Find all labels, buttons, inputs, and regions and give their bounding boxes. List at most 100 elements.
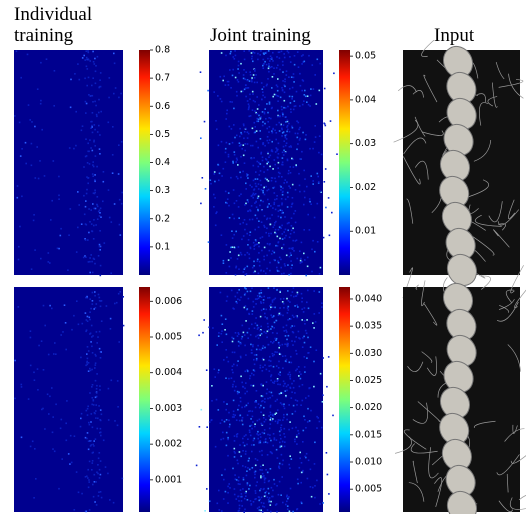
heat-speck [87,405,89,408]
heat-speck [200,408,203,411]
heat-speck [316,58,319,61]
heat-speck [233,246,235,249]
heat-speck [200,202,202,205]
heat-speck [251,109,254,111]
heat-speck [268,139,271,141]
rope-twist [443,123,474,157]
heat-speck [236,134,238,137]
heat-speck [280,216,282,219]
heat-speck [244,254,246,256]
heat-speck [307,352,309,354]
heat-speck [94,379,97,382]
heat-speck [293,212,295,215]
heat-speck [240,193,242,195]
heat-speck [206,426,208,428]
heat-speck [283,407,286,410]
heat-speck [70,461,73,464]
heat-speck [214,180,216,183]
heat-speck [294,221,297,224]
heat-speck [286,307,289,309]
heat-speck [322,236,325,239]
heat-speck [117,292,120,295]
heat-speck [292,239,294,242]
heat-speck [261,475,264,478]
heat-speck [267,151,269,154]
heat-speck [246,265,249,268]
heat-speck [300,471,303,474]
heat-speck [84,223,87,225]
heat-speck [264,401,266,403]
heat-speck [224,490,227,493]
heat-speck [307,395,310,397]
heat-speck [99,419,102,422]
heat-speck [266,189,268,192]
heat-speck [257,209,259,212]
heat-speck [269,55,272,58]
heat-speck [69,463,71,465]
heat-speck [314,496,316,499]
heat-speck [225,300,228,302]
heat-speck [288,76,290,78]
heat-speck [257,434,260,436]
heat-speck [295,436,298,438]
heat-speck [289,61,292,63]
heat-speck [86,361,88,364]
heat-speck [263,186,265,189]
heat-speck [217,409,220,411]
heat-speck [19,155,22,157]
heat-speck [276,351,278,353]
heat-speck [252,271,255,274]
heat-speck [314,74,316,76]
heat-speck [93,139,95,142]
heat-speck [291,264,293,266]
heat-speck [289,375,291,378]
heat-speck [249,231,252,233]
heat-speck [281,212,283,214]
heat-speck [85,223,88,226]
heat-speck [98,85,101,88]
heat-speck [243,334,246,336]
heat-speck [236,435,238,438]
heat-speck [94,189,96,191]
heat-speck [269,60,271,62]
heat-speck [49,262,51,264]
heat-speck [97,464,99,466]
heat-speck [247,87,250,89]
heat-speck [294,399,297,401]
heat-speck [323,87,326,90]
heat-speck [277,51,280,54]
heat-speck [293,100,296,102]
heat-speck [38,344,40,347]
heat-speck [322,502,324,504]
heat-speck [20,386,23,388]
heat-speck [290,260,292,262]
heat-speck [242,144,245,146]
heat-speck [118,198,121,201]
heat-speck [284,151,287,154]
heat-speck [259,334,261,337]
heat-speck [273,327,275,329]
heat-speck [281,194,284,196]
heat-speck [319,503,321,505]
heat-speck [254,228,256,231]
heat-speck [73,314,75,317]
heat-speck [95,404,97,406]
heat-speck [248,105,250,107]
heat-speck [272,365,275,368]
heat-speck [235,433,238,436]
heat-speck [303,366,306,368]
heat-speck [296,400,299,402]
heat-speck [258,442,260,444]
fiber [509,497,526,510]
heat-speck [327,356,330,358]
heat-speck [247,210,249,213]
heat-speck [90,444,93,446]
heat-speck [287,319,289,321]
heat-speck [297,330,300,333]
heat-speck [308,229,311,231]
heat-speck [277,161,280,164]
heat-speck [274,163,276,166]
heat-speck [245,474,248,477]
heat-speck [270,328,272,330]
heat-speck [58,247,60,250]
